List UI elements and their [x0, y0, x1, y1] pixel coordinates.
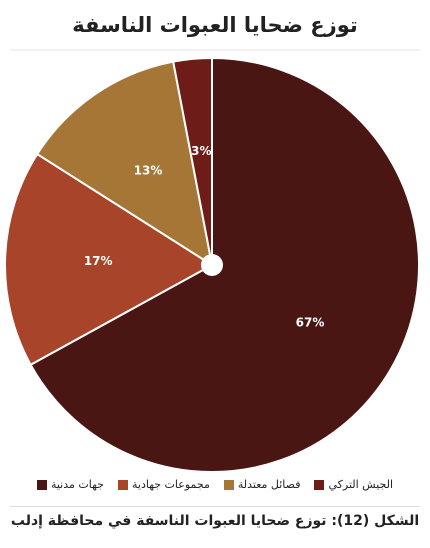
data-label: 3% [191, 144, 211, 158]
legend-label: مجموعات جهادية [131, 478, 210, 491]
pie-slice [4, 152, 214, 367]
legend-swatch [223, 479, 234, 490]
chart: توزع ضحايا العبوات الناسفة 67% 17% 13% 3% [4, 13, 420, 473]
data-label: 13% [134, 163, 163, 177]
legend-swatch [314, 479, 325, 490]
legend-item: مجموعات جهادية [117, 478, 210, 491]
legend-item: جهات مدنية [36, 478, 104, 491]
legend-swatch [36, 479, 47, 490]
legend-label: فصائل معتدلة [237, 478, 301, 491]
legend-label: الجيش التركي [328, 478, 394, 491]
caption: الشكل (12): توزع ضحايا العبوات الناسفة ف… [10, 506, 420, 529]
legend: جهات مدنية مجموعات جهادية فصائل معتدلة الجي… [0, 478, 430, 491]
legend-label: جهات مدنية [50, 478, 104, 491]
pie-slice [35, 60, 214, 268]
legend-item: فصائل معتدلة [223, 478, 301, 491]
data-label: 17% [84, 254, 113, 268]
legend-item: الجيش التركي [314, 478, 393, 491]
pie-slice [172, 56, 213, 266]
pie-slice [29, 56, 420, 473]
legend-swatch [117, 479, 128, 490]
chart-title: توزع ضحايا العبوات الناسفة [72, 13, 358, 37]
center-hole [201, 254, 223, 276]
data-label: 67% [296, 315, 325, 329]
